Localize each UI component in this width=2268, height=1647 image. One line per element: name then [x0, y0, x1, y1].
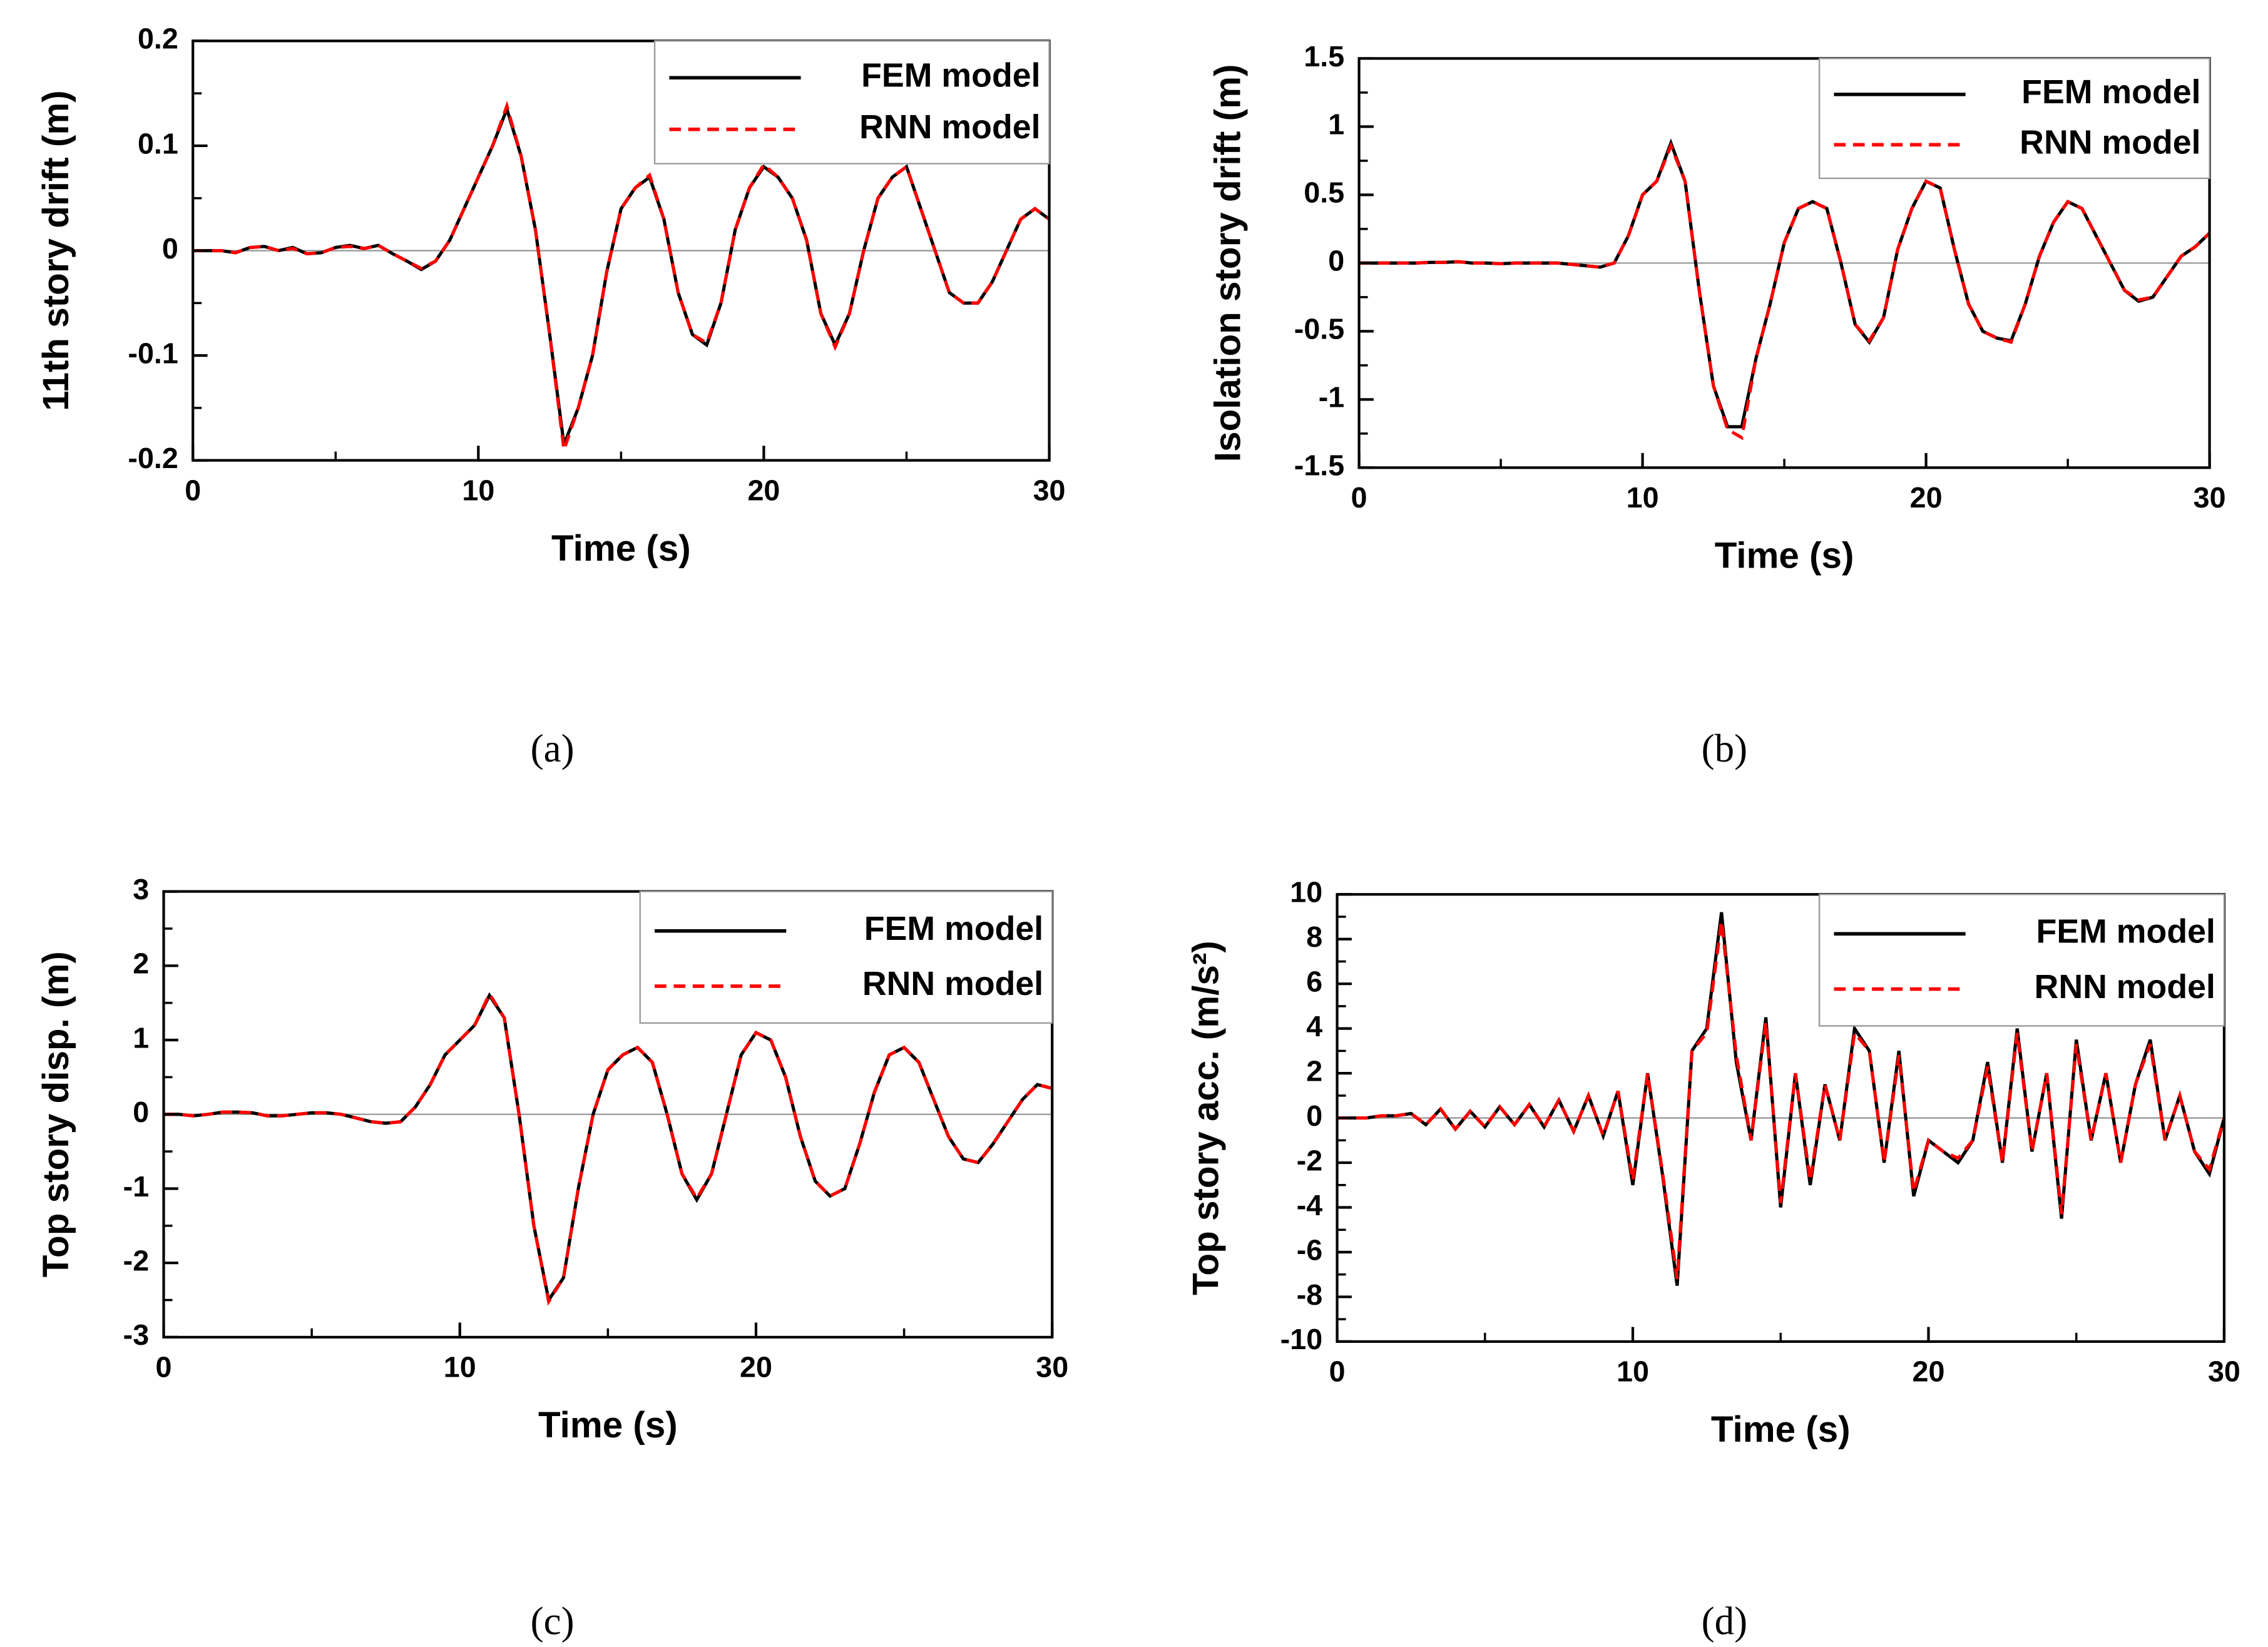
y-tick-label: -4	[1297, 1189, 1323, 1221]
x-tick-label: 0	[156, 1351, 172, 1384]
legend-label: FEM model	[2021, 73, 2200, 111]
legend-label: FEM model	[864, 910, 1043, 947]
x-tick-label: 30	[1033, 474, 1066, 506]
series-line	[1337, 912, 2226, 1286]
y-tick-label: -0.2	[128, 442, 178, 474]
x-tick-label: 10	[462, 474, 494, 506]
x-tick-label: 10	[444, 1351, 476, 1384]
y-tick-label: 1	[133, 1021, 149, 1054]
y-tick-label: 1	[1328, 108, 1344, 141]
series-line	[1359, 138, 2211, 429]
y-tick-label: 0	[133, 1096, 149, 1128]
x-tick-label: 20	[1913, 1355, 1945, 1388]
y-tick-label: -2	[123, 1245, 150, 1277]
legend-box	[639, 890, 1053, 1024]
x-axis-title: Time (s)	[1715, 536, 1854, 576]
legend-label: RNN model	[859, 108, 1040, 146]
y-tick-label: -8	[1297, 1278, 1323, 1311]
y-axis-title: 11th story drift (m)	[36, 90, 76, 411]
legend-label: RNN model	[2035, 968, 2215, 1006]
y-tick-label: 0.2	[138, 23, 178, 55]
legend-label: FEM model	[2036, 913, 2215, 951]
legend-label: FEM model	[861, 56, 1040, 94]
y-tick-label: -1	[123, 1170, 150, 1203]
y-axis-title: Top story acc. (m/s²)	[1186, 941, 1227, 1295]
y-tick-label: 10	[1290, 876, 1322, 909]
caption: (b)	[1702, 727, 1748, 770]
x-tick-label: 30	[2208, 1355, 2240, 1388]
x-axis-title: Time (s)	[538, 1405, 678, 1446]
y-tick-label: 3	[133, 873, 149, 905]
caption: (a)	[531, 727, 575, 770]
y-tick-label: -0.5	[1294, 313, 1344, 345]
y-tick-label: 2	[1306, 1054, 1322, 1087]
legend-box	[1818, 58, 2210, 180]
series-line	[163, 991, 1053, 1306]
legend-label: RNN model	[862, 965, 1043, 1002]
y-tick-label: 0	[1328, 245, 1344, 277]
x-axis-title: Time (s)	[551, 528, 691, 569]
series-line	[163, 992, 1053, 1305]
y-tick-label: -3	[123, 1318, 150, 1351]
caption: (d)	[1702, 1599, 1748, 1643]
x-tick-label: 30	[2194, 481, 2226, 514]
series-line	[1337, 920, 2226, 1280]
y-tick-label: 6	[1306, 966, 1322, 998]
x-tick-label: 10	[1627, 481, 1659, 514]
y-axis-title: Isolation story drift (m)	[1208, 64, 1249, 462]
x-tick-label: 0	[1351, 481, 1367, 514]
series-line	[193, 104, 1051, 446]
x-tick-label: 0	[1329, 1355, 1346, 1388]
y-tick-label: -2	[1297, 1144, 1323, 1176]
x-tick-label: 20	[740, 1351, 772, 1384]
y-tick-label: -1	[1319, 381, 1345, 414]
y-tick-label: 0.1	[138, 127, 178, 160]
x-tick-label: 20	[1910, 481, 1943, 514]
x-axis-title: Time (s)	[1711, 1409, 1851, 1450]
legend-box	[653, 40, 1050, 165]
y-tick-label: 4	[1306, 1010, 1322, 1043]
legend-label: RNN model	[2020, 123, 2200, 161]
caption: (c)	[531, 1599, 575, 1643]
y-axis-title: Top story disp. (m)	[36, 951, 76, 1277]
y-tick-label: 0	[1306, 1099, 1322, 1132]
y-tick-label: 0.5	[1304, 176, 1344, 209]
y-tick-label: 2	[133, 947, 149, 980]
y-tick-label: 0	[162, 232, 178, 265]
y-tick-label: 8	[1306, 920, 1322, 953]
y-tick-label: -1.5	[1294, 449, 1344, 482]
x-tick-label: 30	[1036, 1351, 1068, 1384]
y-tick-label: -6	[1297, 1233, 1323, 1266]
y-tick-label: 1.5	[1304, 40, 1344, 73]
y-tick-label: -0.1	[128, 337, 178, 369]
legend-box	[1818, 894, 2225, 1027]
series-line	[1359, 141, 2211, 441]
y-tick-label: -10	[1280, 1323, 1322, 1355]
x-tick-label: 10	[1617, 1355, 1649, 1388]
x-tick-label: 20	[747, 474, 780, 506]
x-tick-label: 0	[185, 474, 201, 506]
